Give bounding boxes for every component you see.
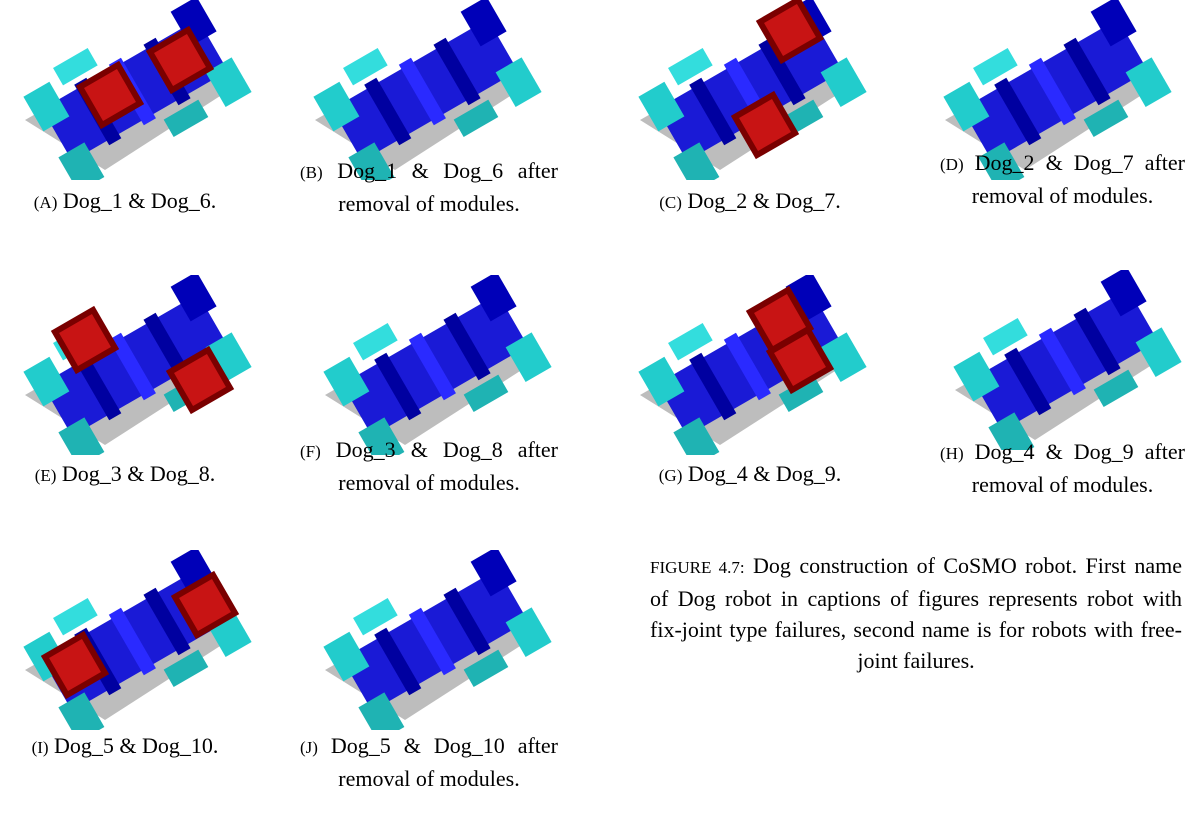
robot-image	[630, 275, 870, 455]
subfigure-text: Dog_1 & Dog_6 after removal of modules.	[337, 158, 558, 216]
robot-image	[315, 275, 555, 455]
subfigure-text: Dog_3 & Dog_8 after removal of modules.	[336, 437, 558, 495]
subfigure-label: (J)	[300, 738, 318, 757]
subfigure-text: Dog_5 & Dog_10.	[54, 733, 218, 758]
subfigure-text: Dog_5 & Dog_10 after removal of modules.	[331, 733, 558, 791]
page: (A) Dog_1 & Dog_6. (B) Dog_1 & Dog_6 afte…	[0, 0, 1192, 823]
subfigure-text: Dog_4 & Dog_9.	[688, 461, 841, 486]
robot-image	[630, 0, 870, 180]
subfigure-label: (C)	[659, 193, 682, 212]
subfigure-text: Dog_3 & Dog_8.	[62, 461, 215, 486]
subfigure-label: (G)	[659, 466, 683, 485]
subfigure-label: (B)	[300, 163, 323, 182]
subfigure-label: (D)	[940, 155, 964, 174]
subfigure-text: Dog_2 & Dog_7.	[687, 188, 840, 213]
robot-image	[945, 270, 1185, 450]
subfigure-caption: (G) Dog_4 & Dog_9.	[625, 458, 875, 491]
robot-image	[15, 275, 255, 455]
figure-caption: FIGURE 4.7: Dog construction of CoSMO ro…	[650, 550, 1182, 676]
subfigure-caption: (D) Dog_2 & Dog_7 after removal of modul…	[940, 147, 1185, 211]
subfigure-label: (E)	[35, 466, 57, 485]
figure-label: FIGURE 4.7:	[650, 558, 745, 577]
subfigure-label: (I)	[32, 738, 49, 757]
subfigure-caption: (F) Dog_3 & Dog_8 after removal of modul…	[300, 434, 558, 498]
subfigure-label: (A)	[34, 193, 58, 212]
robot-image	[315, 550, 555, 730]
subfigure-text: Dog_2 & Dog_7 after removal of modules.	[972, 150, 1185, 208]
subfigure-caption: (B) Dog_1 & Dog_6 after removal of modul…	[300, 155, 558, 219]
subfigure-caption: (A) Dog_1 & Dog_6.	[0, 185, 250, 218]
robot-image	[15, 550, 255, 730]
subfigure-text: Dog_4 & Dog_9 after removal of modules.	[972, 439, 1185, 497]
robot-image	[15, 0, 255, 180]
subfigure-caption: (J) Dog_5 & Dog_10 after removal of modu…	[300, 730, 558, 794]
subfigure-label: (H)	[940, 444, 964, 463]
subfigure-caption: (H) Dog_4 & Dog_9 after removal of modul…	[940, 436, 1185, 500]
subfigure-caption: (I) Dog_5 & Dog_10.	[2, 730, 248, 763]
subfigure-label: (F)	[300, 442, 321, 461]
robot-image	[305, 0, 545, 180]
subfigure-caption: (E) Dog_3 & Dog_8.	[0, 458, 250, 491]
subfigure-caption: (C) Dog_2 & Dog_7.	[625, 185, 875, 218]
subfigure-text: Dog_1 & Dog_6.	[63, 188, 216, 213]
